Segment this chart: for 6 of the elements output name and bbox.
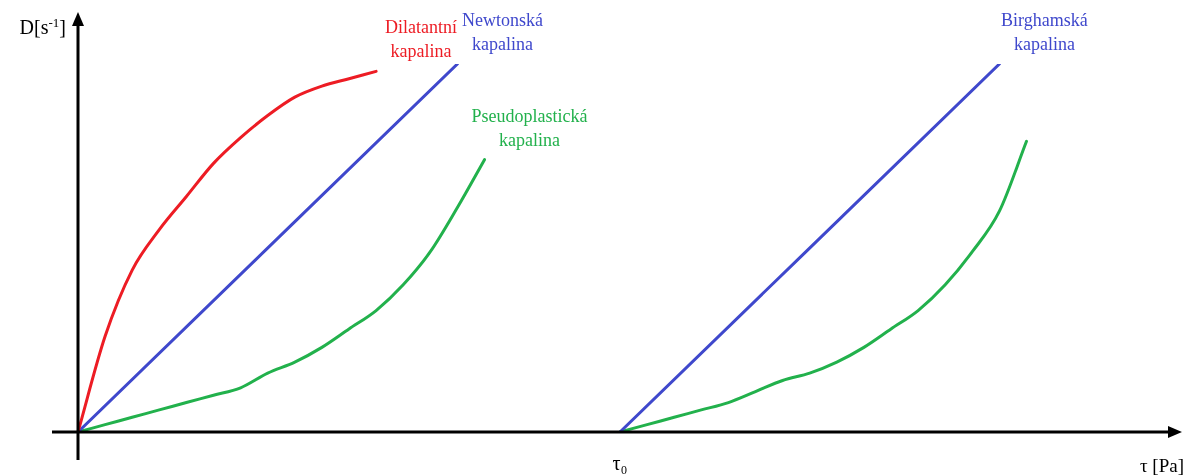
series-label: Pseudoplastická kapalina — [471, 105, 588, 150]
x-axis-title: τ [Pa] — [1139, 455, 1184, 475]
text: τ₀ — [612, 452, 628, 474]
series-label: Dilatantní kapalina — [385, 17, 458, 62]
series-label: Newtonská kapalina — [461, 10, 543, 54]
series-label: Birghamská kapalina — [1001, 10, 1088, 54]
